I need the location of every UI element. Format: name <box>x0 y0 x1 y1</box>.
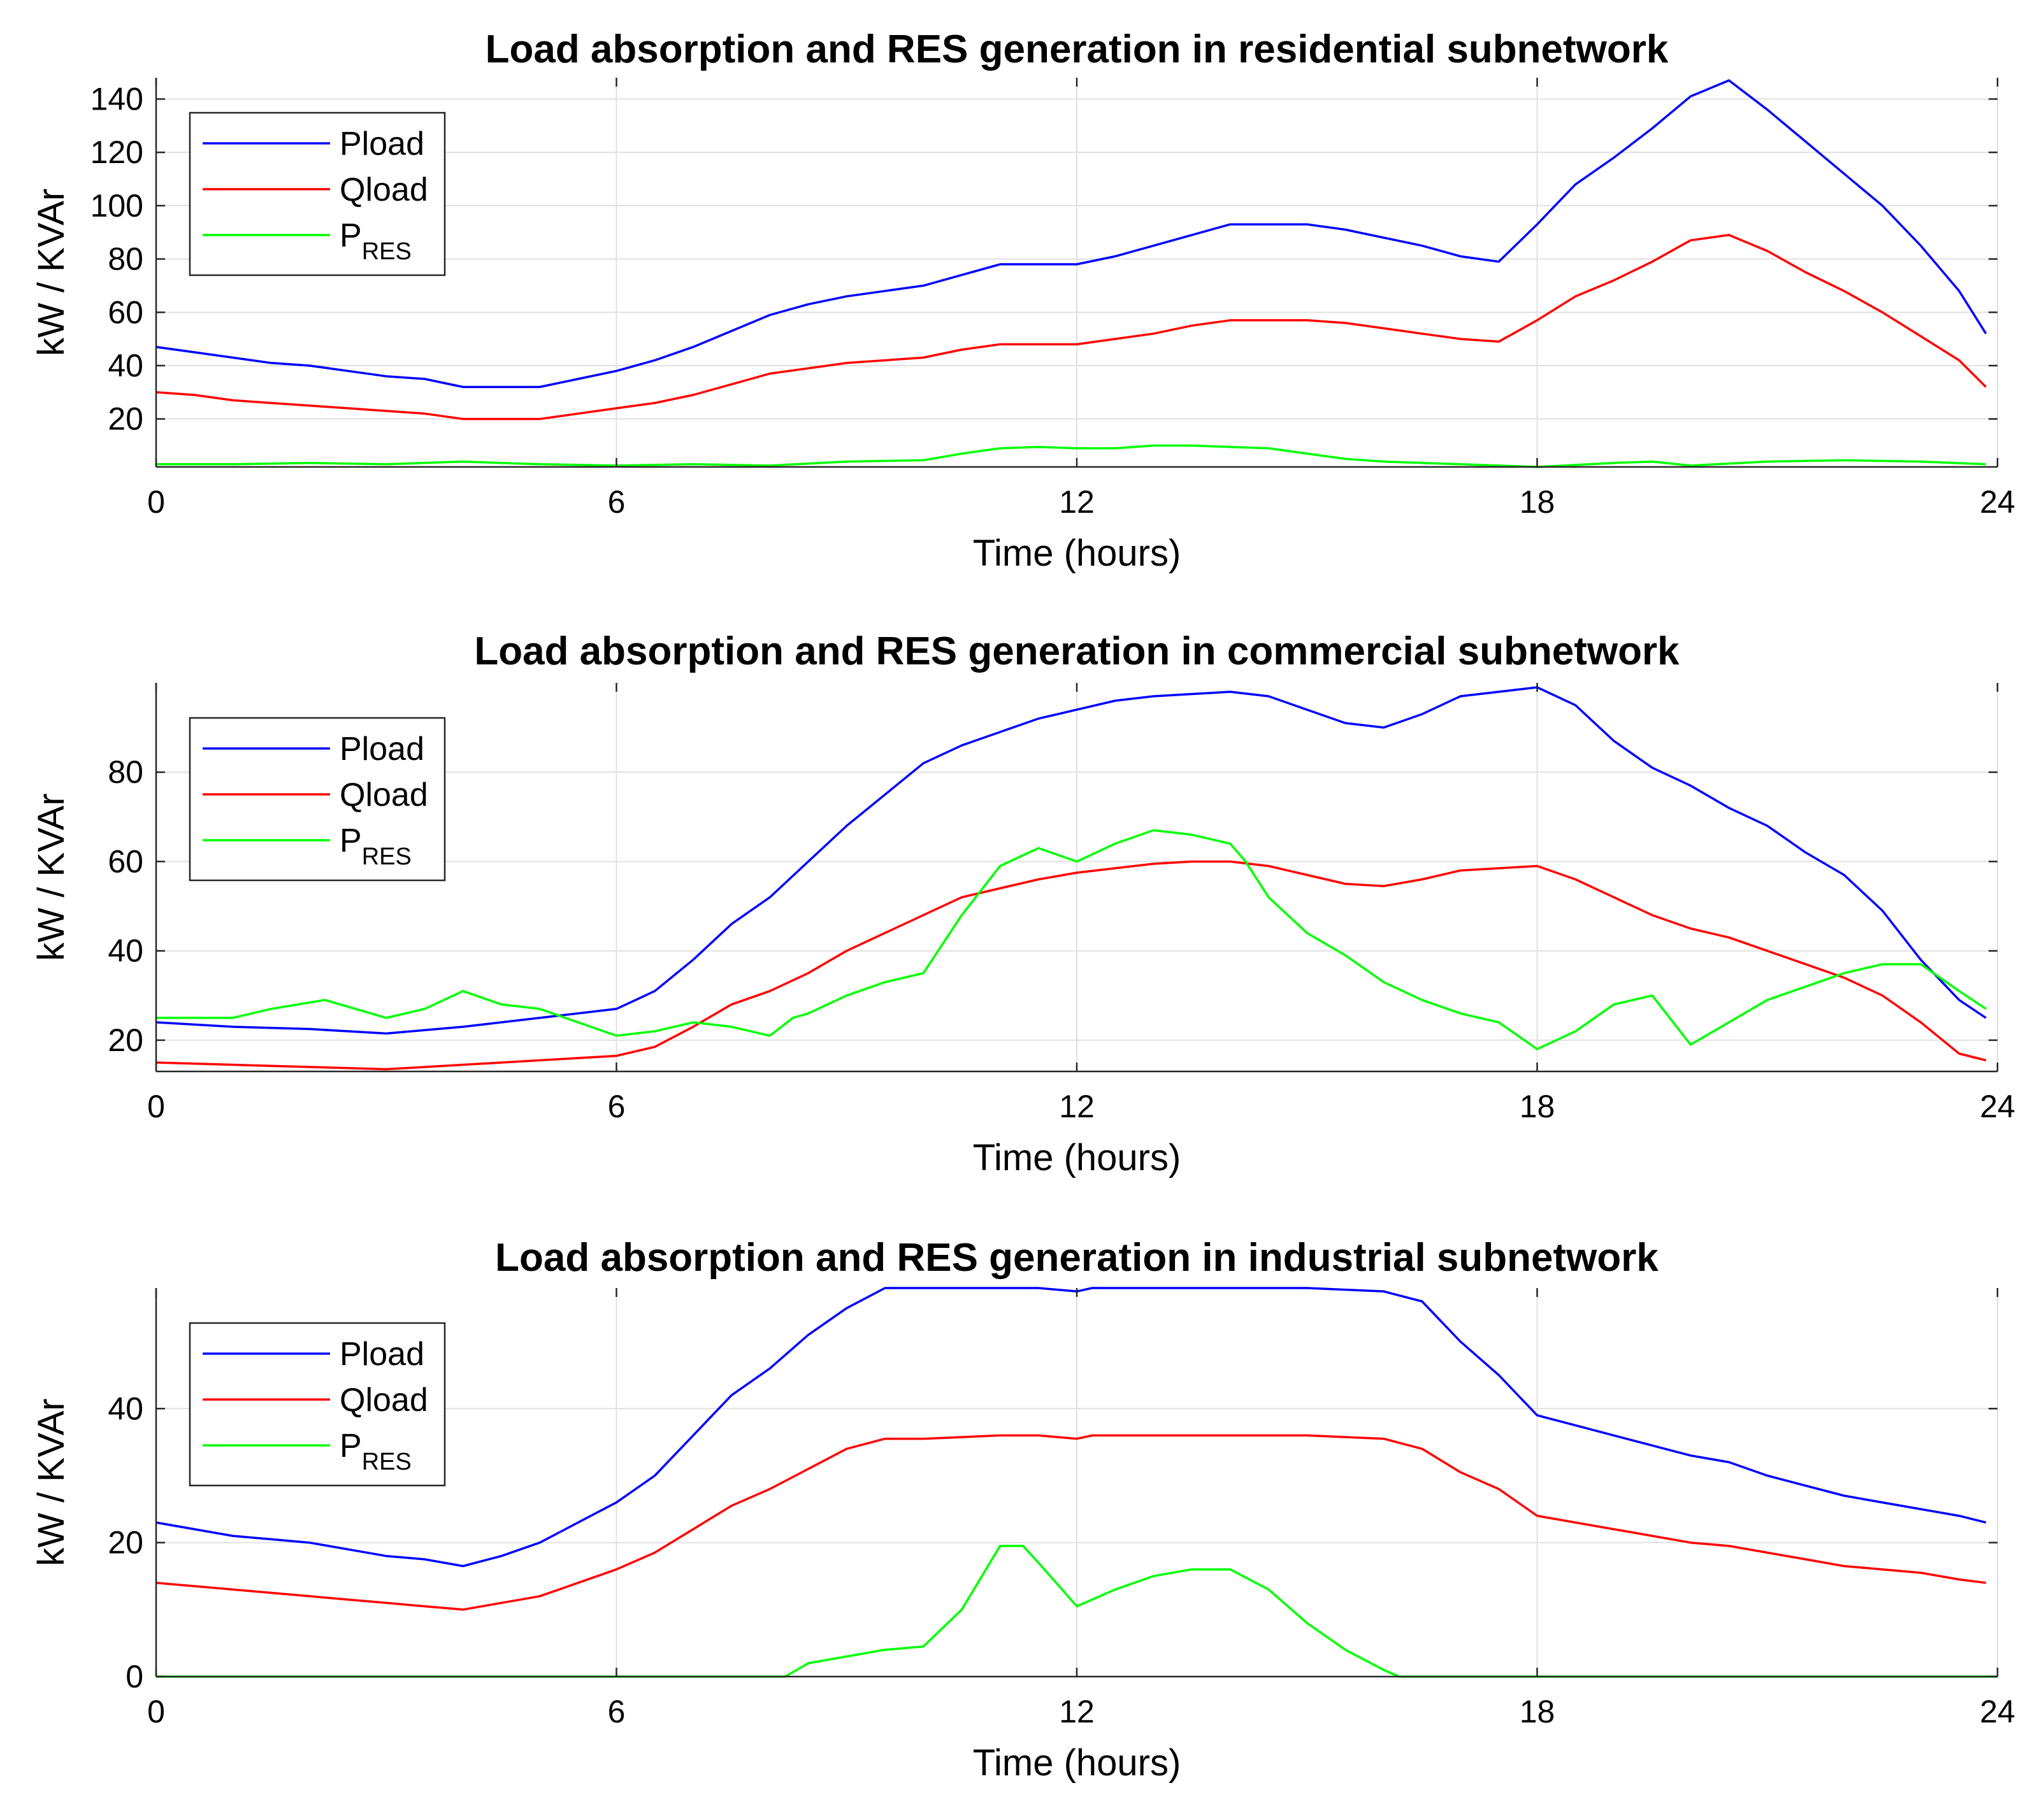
legend-label-main: Pload <box>340 1336 424 1373</box>
legend-label: Qload <box>340 171 428 208</box>
series-line-pload <box>155 1287 1987 1568</box>
legend-label-sub: RES <box>362 1449 412 1475</box>
y-tick-label: 40 <box>108 1391 143 1426</box>
y-tick-label: 20 <box>108 1525 143 1561</box>
chart-title: Load absorption and RES generation in co… <box>474 629 1680 673</box>
legend-box <box>189 111 446 276</box>
x-tick-label: 24 <box>1980 1694 2015 1729</box>
x-tick-label: 18 <box>1520 484 1555 520</box>
y-axis-label: kW / KVAr <box>31 189 72 356</box>
legend: Pload Qload PRES <box>189 1322 446 1487</box>
x-tick-label: 18 <box>1520 1694 1555 1729</box>
legend-label-sub: RES <box>362 843 412 870</box>
legend-label: Qload <box>340 1382 428 1419</box>
y-axis-label: kW / KVAr <box>31 793 72 961</box>
y-tick-label: 60 <box>108 843 143 879</box>
x-tick-label: 24 <box>1980 484 2015 520</box>
legend-label-main: Pload <box>340 731 424 768</box>
series-line-pres <box>156 444 1986 468</box>
legend-label-main: Qload <box>340 1382 428 1419</box>
series-line-pload <box>155 79 1987 389</box>
series-line-pres <box>156 1545 1997 1678</box>
legend: Pload Qload PRES <box>189 717 446 882</box>
series-line-pload <box>155 686 1987 1035</box>
legend-box <box>189 717 446 882</box>
x-tick-label: 12 <box>1059 1694 1095 1729</box>
series-line-qload <box>155 1434 1987 1611</box>
legend: Pload Qload PRES <box>189 111 446 276</box>
y-tick-label: 120 <box>90 134 143 170</box>
y-tick-label: 140 <box>90 81 143 117</box>
legend-box <box>189 1322 446 1487</box>
y-tick-label: 20 <box>108 401 143 437</box>
chart-panel-2: Load absorption and RES generation in in… <box>31 1236 2015 1784</box>
legend-label-main: Pload <box>340 125 424 162</box>
legend-label: PRES <box>340 217 412 265</box>
series-line-qload <box>155 860 1987 1071</box>
y-tick-label: 0 <box>126 1659 143 1694</box>
x-axis-label: Time (hours) <box>973 1137 1181 1178</box>
x-tick-label: 12 <box>1059 484 1095 520</box>
legend-label-main: Qload <box>340 777 428 813</box>
legend-label: Pload <box>340 125 424 162</box>
series-line-qload <box>155 234 1987 420</box>
chart-title: Load absorption and RES generation in in… <box>495 1236 1659 1280</box>
y-tick-label: 40 <box>108 348 143 383</box>
legend-label-sub: RES <box>362 238 412 265</box>
x-tick-label: 0 <box>147 1694 165 1729</box>
x-axis-label: Time (hours) <box>973 1742 1181 1784</box>
legend-label: PRES <box>340 822 412 870</box>
legend-label-main: P <box>340 217 362 254</box>
legend-label: Pload <box>340 1336 424 1373</box>
legend-label-main: P <box>340 822 362 859</box>
chart-panel-1: Load absorption and RES generation in co… <box>31 629 2015 1178</box>
chart-panel-0: Load absorption and RES generation in re… <box>31 27 2015 574</box>
y-tick-label: 40 <box>108 933 143 969</box>
legend-label-main: Qload <box>340 171 428 208</box>
legend-label-main: P <box>340 1428 362 1464</box>
legend-label: Qload <box>340 777 428 813</box>
chart-title: Load absorption and RES generation in re… <box>486 27 1669 71</box>
y-tick-label: 100 <box>90 188 143 224</box>
y-tick-label: 60 <box>108 294 143 330</box>
x-tick-label: 6 <box>608 1694 626 1729</box>
x-tick-label: 12 <box>1059 1089 1095 1124</box>
x-tick-label: 6 <box>608 484 626 520</box>
y-tick-label: 80 <box>108 754 143 790</box>
x-tick-label: 0 <box>147 484 165 520</box>
x-axis-label: Time (hours) <box>973 533 1181 574</box>
x-tick-label: 18 <box>1520 1089 1555 1124</box>
x-tick-label: 6 <box>608 1089 626 1124</box>
legend-label: PRES <box>340 1428 412 1475</box>
y-axis-label: kW / KVAr <box>31 1398 72 1566</box>
series-line-pres <box>156 829 1987 1050</box>
y-tick-label: 20 <box>108 1022 143 1058</box>
x-tick-label: 0 <box>147 1089 165 1124</box>
y-tick-label: 80 <box>108 241 143 277</box>
x-tick-label: 24 <box>1980 1089 2015 1124</box>
legend-label: Pload <box>340 731 424 768</box>
